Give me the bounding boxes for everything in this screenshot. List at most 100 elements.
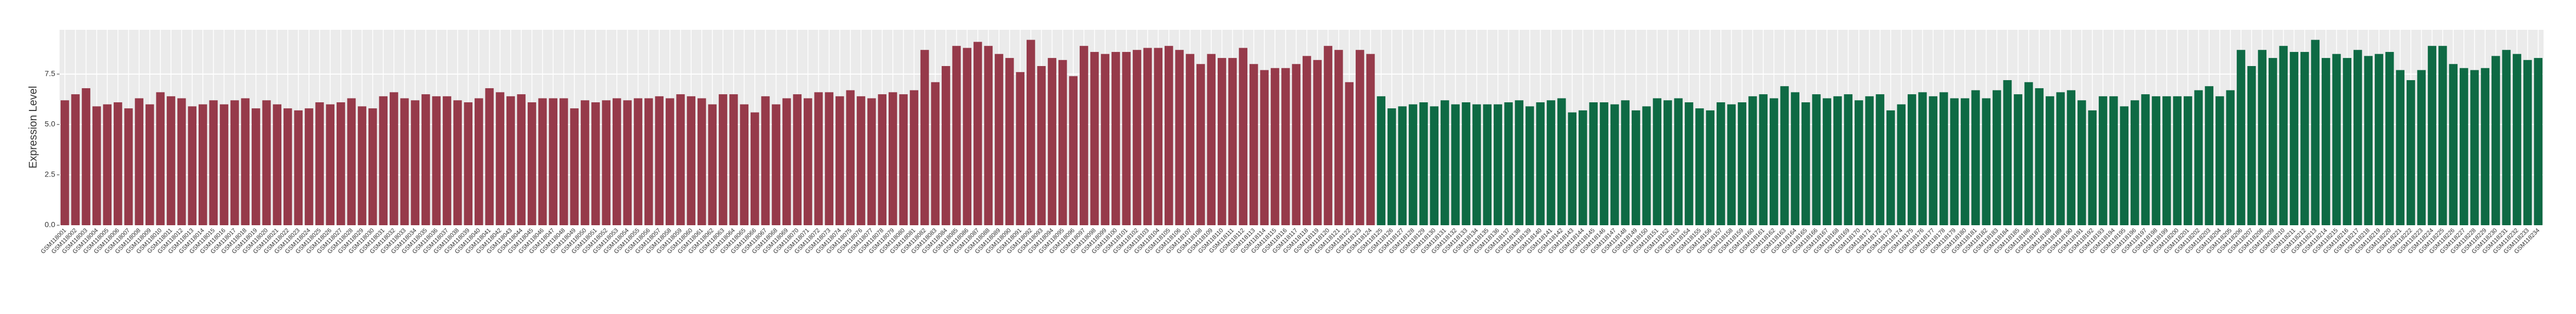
bar <box>1111 51 1120 225</box>
bar <box>2513 54 2521 225</box>
bar <box>2300 51 2309 225</box>
bar <box>2099 96 2107 225</box>
bar <box>1610 104 1619 225</box>
bar <box>740 104 749 225</box>
bar <box>2184 96 2192 225</box>
bar <box>1281 68 1290 226</box>
bar <box>1674 98 1683 225</box>
bar <box>114 102 122 225</box>
bar <box>1249 64 1258 226</box>
bar <box>676 94 685 225</box>
bar <box>1133 50 1141 225</box>
bar <box>2268 58 2277 226</box>
bar <box>1770 98 1778 225</box>
bar <box>1716 102 1725 225</box>
bar <box>984 45 993 225</box>
bar <box>506 96 515 225</box>
bar <box>2077 100 2086 225</box>
bar <box>1663 100 1672 225</box>
bar <box>899 94 908 225</box>
bar <box>336 102 345 225</box>
bar <box>156 92 165 225</box>
bar <box>230 100 239 225</box>
bar <box>1695 108 1704 225</box>
bar <box>167 96 175 225</box>
bar <box>2088 110 2097 225</box>
bar <box>888 92 897 225</box>
bar <box>1069 76 1078 225</box>
bar <box>1451 104 1460 225</box>
bar <box>1080 45 1088 225</box>
bar <box>2385 51 2394 225</box>
bar <box>2003 80 2012 225</box>
bar <box>1823 98 1831 225</box>
bar <box>1759 94 1768 225</box>
bar <box>1026 40 1035 225</box>
bar <box>2279 45 2288 225</box>
bar <box>1908 94 1916 225</box>
bar <box>1207 54 1216 225</box>
bar <box>1578 110 1587 225</box>
bar <box>1621 100 1630 225</box>
bar <box>2502 50 2511 225</box>
bar <box>411 100 419 225</box>
bar <box>1844 94 1853 225</box>
bar <box>2322 58 2330 226</box>
bar <box>1547 100 1555 225</box>
bar <box>1334 50 1343 225</box>
bar <box>2173 96 2182 225</box>
bar <box>496 92 504 225</box>
bar <box>1971 90 1980 225</box>
bar <box>1143 48 1152 225</box>
bar <box>1196 64 1205 226</box>
bar <box>1175 50 1184 225</box>
bar <box>1239 48 1247 225</box>
bar <box>623 100 632 225</box>
bar <box>1982 98 1991 225</box>
bar <box>1387 108 1396 225</box>
bar <box>368 108 377 225</box>
bar <box>1536 102 1545 225</box>
bar <box>1961 98 1969 225</box>
bar <box>1324 45 1332 225</box>
bar <box>538 98 547 225</box>
bar <box>878 94 887 225</box>
bar <box>60 100 69 225</box>
bar <box>2152 96 2160 225</box>
bar <box>1876 94 1884 225</box>
bar <box>1929 96 1937 225</box>
y-tick-label: 2.5 <box>45 170 56 179</box>
bar <box>570 108 579 225</box>
bar <box>1005 58 1014 226</box>
bar <box>1865 96 1874 225</box>
bar <box>1377 96 1385 225</box>
bar <box>2035 88 2044 225</box>
bar <box>1462 102 1470 225</box>
bar <box>1504 102 1513 225</box>
bar <box>1854 100 1863 225</box>
bar <box>772 104 780 225</box>
bar <box>814 92 823 225</box>
bar <box>1515 100 1523 225</box>
bar <box>910 90 918 225</box>
bar <box>1419 102 1428 225</box>
bar <box>2534 58 2543 226</box>
bar <box>1292 64 1301 226</box>
bar <box>1164 45 1173 225</box>
bar <box>2481 68 2489 226</box>
bar <box>1058 60 1067 226</box>
bar <box>750 112 759 225</box>
bar <box>1568 112 1577 225</box>
bar <box>2523 60 2532 226</box>
bar <box>1791 92 1799 225</box>
bar <box>1706 110 1715 225</box>
bar <box>379 96 388 225</box>
bar <box>952 45 961 225</box>
bar <box>2067 90 2075 225</box>
bar <box>92 106 101 225</box>
bar <box>1748 96 1757 225</box>
bar <box>135 98 143 225</box>
bar <box>1833 96 1842 225</box>
bar <box>2046 96 2054 225</box>
